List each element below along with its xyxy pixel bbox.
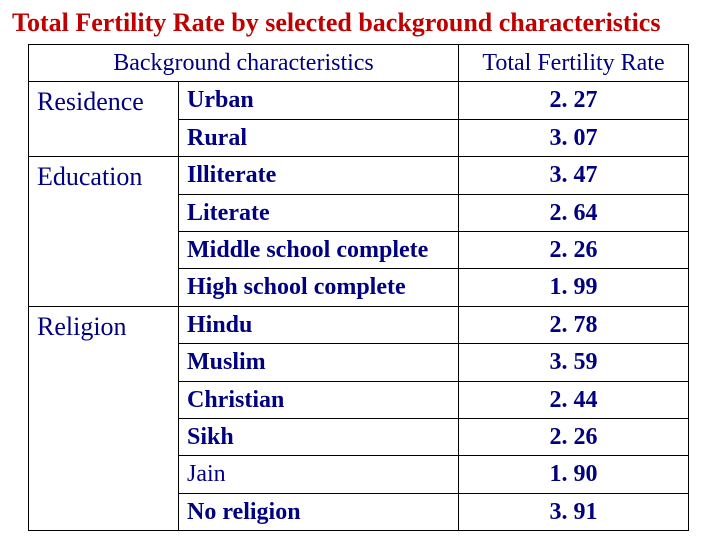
value-cell: 3. 59 (459, 344, 689, 381)
subcategory-cell: Christian (179, 381, 459, 418)
subcategory-cell: Urban (179, 82, 459, 119)
col-header-background: Background characteristics (29, 45, 459, 82)
table-row: EducationIlliterate3. 47 (29, 157, 689, 194)
col-header-tfr: Total Fertility Rate (459, 45, 689, 82)
group-cell: Residence (29, 82, 179, 157)
tfr-table: Background characteristics Total Fertili… (28, 44, 689, 531)
value-cell: 2. 78 (459, 306, 689, 343)
value-cell: 2. 26 (459, 231, 689, 268)
group-cell: Education (29, 157, 179, 307)
table-row: ResidenceUrban2. 27 (29, 82, 689, 119)
subcategory-cell: Sikh (179, 418, 459, 455)
subcategory-cell: Illiterate (179, 157, 459, 194)
page-title: Total Fertility Rate by selected backgro… (12, 8, 708, 38)
table-row: ReligionHindu2. 78 (29, 306, 689, 343)
value-cell: 2. 64 (459, 194, 689, 231)
value-cell: 2. 27 (459, 82, 689, 119)
subcategory-cell: Jain (179, 456, 459, 493)
subcategory-cell: Literate (179, 194, 459, 231)
value-cell: 3. 07 (459, 119, 689, 156)
subcategory-cell: Middle school complete (179, 231, 459, 268)
subcategory-cell: No religion (179, 493, 459, 530)
subcategory-cell: Hindu (179, 306, 459, 343)
table-body: ResidenceUrban2. 27Rural3. 07EducationIl… (29, 82, 689, 531)
subcategory-cell: Rural (179, 119, 459, 156)
value-cell: 1. 90 (459, 456, 689, 493)
value-cell: 2. 44 (459, 381, 689, 418)
subcategory-cell: High school complete (179, 269, 459, 306)
subcategory-cell: Muslim (179, 344, 459, 381)
value-cell: 2. 26 (459, 418, 689, 455)
value-cell: 1. 99 (459, 269, 689, 306)
value-cell: 3. 47 (459, 157, 689, 194)
group-cell: Religion (29, 306, 179, 530)
value-cell: 3. 91 (459, 493, 689, 530)
table-header-row: Background characteristics Total Fertili… (29, 45, 689, 82)
